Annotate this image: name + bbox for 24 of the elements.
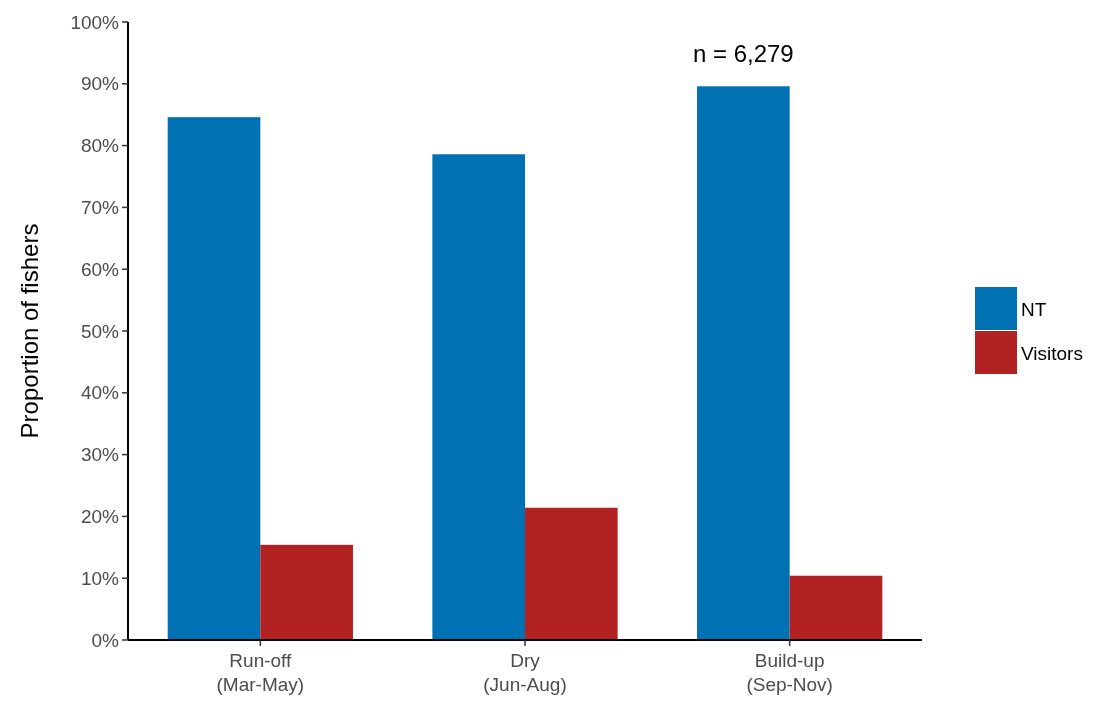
annotation: n = 6,279	[692, 40, 794, 67]
y-tick-label: 90%	[80, 73, 120, 95]
y-tick-label: 70%	[80, 197, 120, 219]
bar	[432, 154, 525, 640]
y-tick-label: 60%	[80, 258, 120, 280]
bar	[789, 575, 883, 640]
y-tick-label: 50%	[80, 320, 120, 342]
x-tick-label: Run-off (Mar-May)	[216, 650, 305, 695]
y-tick-label: 0%	[91, 629, 120, 651]
bar	[525, 507, 618, 640]
legend-label: Visitors	[1021, 342, 1083, 364]
y-axis-title: Proportion of fishers	[16, 223, 43, 439]
y-tick-label: 100%	[70, 11, 120, 33]
bar	[260, 544, 353, 640]
y-tick-label: 40%	[80, 382, 120, 404]
y-tick-label: 10%	[80, 567, 120, 589]
bar	[167, 117, 261, 640]
y-tick-label: 30%	[80, 444, 120, 466]
legend-label: NT	[1021, 298, 1047, 320]
x-tick-label: Dry (Jun-Aug)	[483, 650, 567, 695]
y-tick-label: 80%	[80, 135, 120, 157]
x-tick-label: Build-up (Sep-Nov)	[746, 650, 833, 695]
y-tick-label: 20%	[80, 506, 120, 528]
bar	[697, 86, 790, 640]
